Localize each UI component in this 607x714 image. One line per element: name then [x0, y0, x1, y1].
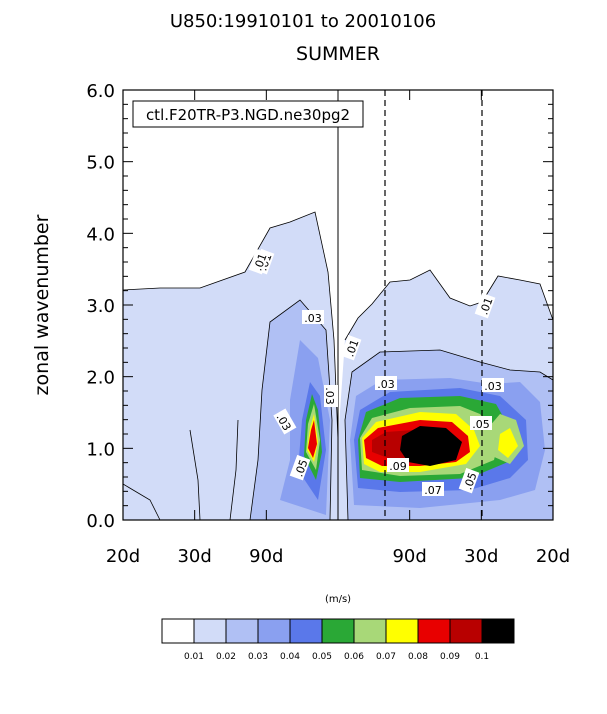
contour-label-bg [273, 408, 297, 435]
contour-line [229, 419, 239, 521]
colorbar-label: 0.09 [440, 652, 460, 662]
contour-fill-level-7 [498, 428, 518, 458]
contour-fill-level-10 [400, 426, 462, 466]
colorbar: (m/s) 0.01 0.02 0.03 0.04 0.05 0.06 0.07 0.08 0.… [161, 594, 515, 662]
y-tick-label: 6.0 [86, 81, 115, 102]
x-tick-label: 90d [392, 546, 426, 567]
contour-fill-level-8 [308, 420, 317, 458]
contour-label-bg [375, 376, 397, 390]
contour-line [344, 269, 554, 341]
contour-label: .01 [477, 296, 495, 317]
colorbar-units: (m/s) [325, 594, 351, 605]
colorbar-label: 0.01 [184, 652, 204, 662]
contour-label: .01 [251, 252, 269, 273]
contour-label-bg [474, 292, 496, 319]
colorbar-label: 0.08 [408, 652, 428, 662]
contour-label-bg [340, 334, 362, 361]
contour-label: .03 [304, 312, 322, 325]
contour-label-bg [302, 310, 324, 324]
contour-label-bg [387, 458, 409, 472]
y-tick-label: 3.0 [86, 296, 115, 317]
colorbar-box [193, 618, 227, 644]
y-tick-label: 0.0 [86, 511, 115, 532]
colorbar-box [289, 618, 323, 644]
inset-label-text: ctl.F20TR-P3.NGD.ne30pg2 [146, 106, 350, 124]
colorbar-box [449, 618, 483, 644]
colorbar-box [417, 618, 451, 644]
contour-label: .03 [377, 378, 395, 391]
x-tick-label: 90d [249, 546, 283, 567]
colorbar-label: 0.05 [312, 652, 332, 662]
chart-subtitle: SUMMER [296, 43, 380, 65]
colorbar-box [225, 618, 259, 644]
x-tick-label: 30d [464, 546, 498, 567]
colorbar-box [481, 618, 515, 644]
y-tick-label: 5.0 [86, 153, 115, 174]
colorbar-label: 0.06 [344, 652, 364, 662]
y-tick-label: 2.0 [86, 368, 115, 389]
contour-line [122, 483, 161, 521]
contour-label-bg [248, 248, 270, 275]
contour-label-bg [482, 378, 504, 392]
x-tick-label: 20d [106, 546, 140, 567]
y-tick-label: 1.0 [86, 439, 115, 460]
contour-label: .03 [323, 387, 336, 405]
x-tick-label: 30d [177, 546, 211, 567]
y-axis-label: zonal wavenumber [31, 214, 53, 395]
contour-line [122, 211, 339, 441]
contour-line [344, 349, 554, 521]
colorbar-box [321, 618, 355, 644]
contour-label: .09 [389, 460, 407, 473]
contour-label-bg [470, 416, 492, 430]
colorbar-box [385, 618, 419, 644]
colorbar-label: 0.02 [216, 652, 236, 662]
colorbar-label: 0.03 [248, 652, 268, 662]
contour-label-bg [289, 454, 311, 481]
colorbar-box [257, 618, 291, 644]
colorbar-label: 0.04 [280, 652, 300, 662]
inset-label-box [132, 100, 364, 128]
contour-label-bg [458, 467, 480, 494]
x-tick-label: 20d [536, 546, 570, 567]
contour-label-bg [324, 385, 338, 407]
y-tick-label: 4.0 [86, 224, 115, 245]
colorbar-label: 0.1 [475, 652, 489, 662]
chart-title: U850:19910101 to 20010106 [170, 11, 436, 32]
contour-label: .03 [484, 380, 502, 393]
plot-area: .01.03.01.03.05.03.01.03.01.03.05.09.07.… [86, 81, 570, 567]
contour-label: .05 [461, 471, 479, 492]
colorbar-label: 0.07 [376, 652, 396, 662]
contour-label: .05 [472, 418, 490, 431]
colorbar-box [353, 618, 387, 644]
contour-line [189, 429, 201, 521]
colorbar-box [161, 618, 195, 644]
contour-label: .01 [343, 338, 361, 359]
contour-label: .05 [292, 458, 310, 479]
contour-label-bg [422, 482, 444, 496]
contour-label: .07 [424, 484, 442, 497]
